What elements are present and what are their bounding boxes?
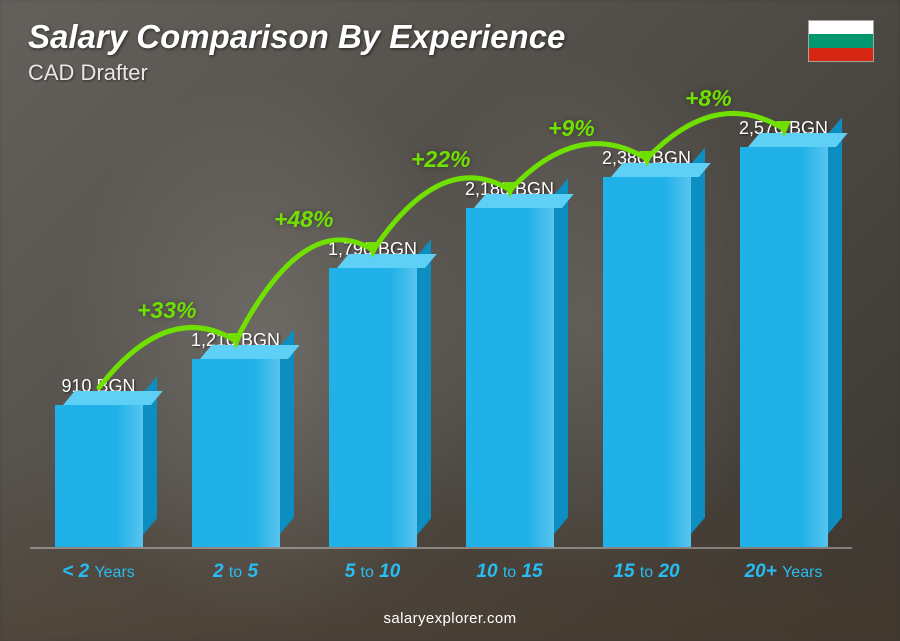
bar-front-face: [740, 147, 828, 547]
pct-increase-badge: +48%: [274, 206, 333, 233]
page-title: Salary Comparison By Experience: [28, 18, 565, 56]
bar-side-face: [828, 118, 842, 535]
x-axis-label: 10 to 15: [441, 561, 578, 583]
bar-chart: 910 BGN1,210 BGN1,790 BGN2,180 BGN2,380 …: [30, 110, 852, 579]
flag-bulgaria: [808, 20, 874, 62]
flag-stripe-2: [809, 34, 873, 47]
x-axis: < 2 Years2 to 55 to 1010 to 1515 to 2020…: [30, 561, 852, 583]
bar-front-face: [55, 405, 143, 547]
x-axis-label: 20+ Years: [715, 561, 852, 583]
flag-stripe-1: [809, 21, 873, 34]
x-axis-label: < 2 Years: [30, 561, 167, 583]
flag-stripe-3: [809, 48, 873, 61]
footer-attribution: salaryexplorer.com: [0, 610, 900, 627]
bar-side-face: [554, 178, 568, 534]
pct-increase-badge: +8%: [685, 85, 732, 112]
pct-increase-badge: +22%: [411, 146, 470, 173]
x-axis-label: 5 to 10: [304, 561, 441, 583]
pct-increase-badge: +33%: [137, 297, 196, 324]
bar-front-face: [603, 177, 691, 547]
bar-3d: [740, 147, 828, 547]
page-subtitle: CAD Drafter: [28, 60, 148, 86]
bar-side-face: [691, 147, 705, 534]
bar-3d: [55, 405, 143, 547]
bar-3d: [603, 177, 691, 547]
x-axis-label: 15 to 20: [578, 561, 715, 583]
pct-increase-badge: +9%: [548, 115, 595, 142]
chart-baseline: [30, 547, 852, 549]
content-root: Salary Comparison By Experience CAD Draf…: [0, 0, 900, 641]
x-axis-label: 2 to 5: [167, 561, 304, 583]
